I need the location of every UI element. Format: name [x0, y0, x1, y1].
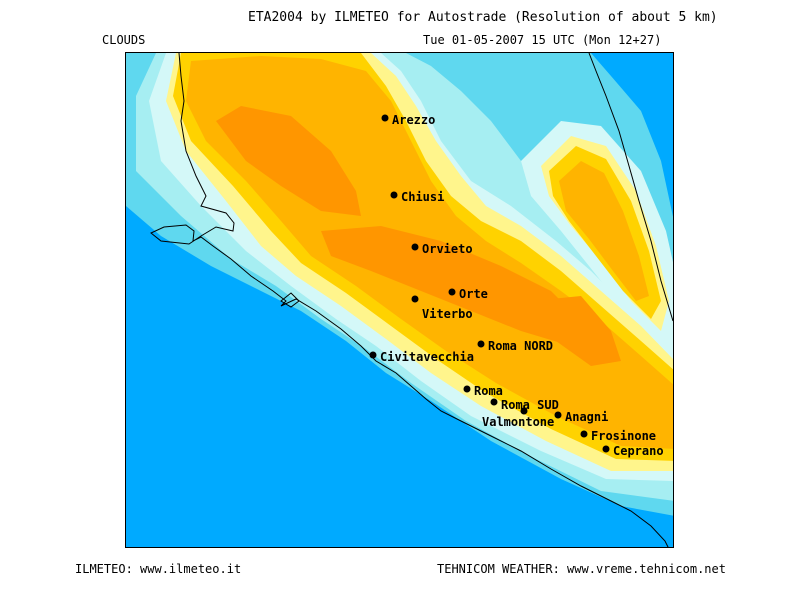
footer-source-right: TEHNICOM WEATHER: www.vreme.tehnicom.net — [437, 562, 726, 576]
city-roma-sud: Roma SUD — [490, 398, 559, 412]
city-chiusi: Chiusi — [390, 190, 444, 204]
coastline — [150, 53, 669, 547]
svg-text:Arezzo: Arezzo — [392, 113, 435, 127]
inland-border — [588, 53, 673, 322]
svg-text:Roma NORD: Roma NORD — [488, 339, 553, 353]
footer-source-left: ILMETEO: www.ilmeteo.it — [75, 562, 242, 576]
svg-text:Chiusi: Chiusi — [401, 190, 444, 204]
svg-text:Viterbo: Viterbo — [422, 307, 473, 321]
city-valmontone: Valmontone — [482, 407, 554, 429]
valid-time: Tue 01-05-2007 15 UTC (Mon 12+27) — [423, 33, 662, 47]
svg-text:Civitavecchia: Civitavecchia — [380, 350, 474, 364]
svg-text:Roma: Roma — [474, 384, 503, 398]
city-viterbo: Viterbo — [411, 295, 473, 321]
svg-text:Roma SUD: Roma SUD — [501, 398, 559, 412]
svg-text:Orvieto: Orvieto — [422, 242, 473, 256]
city-civitavecchia: Civitavecchia — [369, 350, 474, 364]
cloud-core-central — [321, 226, 581, 346]
city-frosinone: Frosinone — [580, 429, 656, 443]
svg-text:Orte: Orte — [459, 287, 488, 301]
svg-text:Ceprano: Ceprano — [613, 444, 664, 458]
city-roma-nord: Roma NORD — [477, 339, 553, 353]
cloud-band-amber-east — [559, 161, 649, 301]
city-orte: Orte — [448, 287, 488, 301]
svg-text:Valmontone: Valmontone — [482, 415, 554, 429]
city-orvieto: Orvieto — [411, 242, 473, 256]
weather-map: Arezzo Chiusi Orvieto Orte Viterbo Roma … — [125, 52, 674, 548]
svg-text:Frosinone: Frosinone — [591, 429, 656, 443]
cloud-core-south — [531, 296, 621, 366]
city-anagni: Anagni — [554, 410, 608, 424]
city-arezzo: Arezzo — [381, 113, 435, 127]
lake-outline — [280, 292, 300, 308]
city-roma: Roma — [463, 384, 503, 398]
cloud-core-north — [216, 106, 361, 216]
svg-text:Anagni: Anagni — [565, 410, 608, 424]
variable-label: CLOUDS — [102, 33, 146, 47]
chart-title: ETA2004 by ILMETEO for Autostrade (Resol… — [248, 10, 718, 25]
city-ceprano: Ceprano — [602, 444, 664, 458]
